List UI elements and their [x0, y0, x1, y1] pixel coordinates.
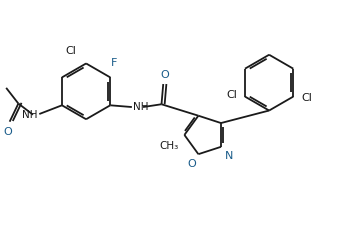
Text: O: O	[160, 70, 169, 80]
Text: Cl: Cl	[226, 90, 237, 100]
Text: O: O	[4, 127, 12, 137]
Text: CH₃: CH₃	[159, 141, 178, 151]
Text: NH: NH	[22, 110, 37, 120]
Text: O: O	[188, 159, 196, 169]
Text: F: F	[111, 58, 117, 68]
Text: N: N	[225, 151, 233, 161]
Text: NH: NH	[133, 102, 149, 112]
Text: Cl: Cl	[65, 46, 76, 56]
Text: Cl: Cl	[301, 93, 312, 103]
